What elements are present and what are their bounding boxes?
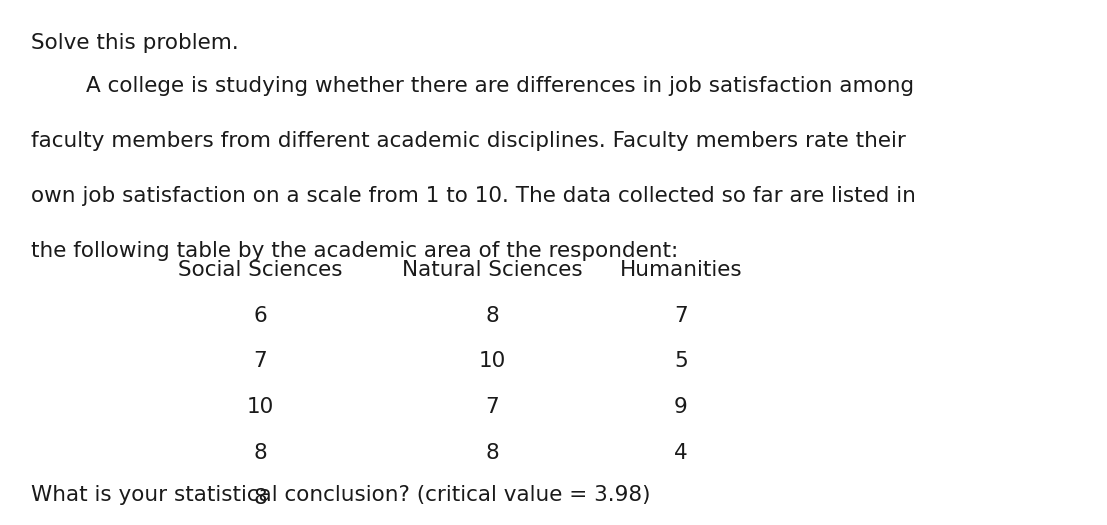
Text: What is your statistical conclusion? (critical value = 3.98): What is your statistical conclusion? (cr… [31,485,651,505]
Text: Social Sciences: Social Sciences [178,260,342,280]
Text: 5: 5 [674,351,687,371]
Text: 7: 7 [486,397,499,417]
Text: A college is studying whether there are differences in job satisfaction among: A college is studying whether there are … [31,76,914,96]
Text: Humanities: Humanities [620,260,742,280]
Text: the following table by the academic area of the respondent:: the following table by the academic area… [31,241,679,261]
Text: own job satisfaction on a scale from 1 to 10. The data collected so far are list: own job satisfaction on a scale from 1 t… [31,186,915,206]
Text: 7: 7 [254,351,267,371]
Text: 8: 8 [254,443,267,463]
Text: 8: 8 [486,306,499,326]
Text: faculty members from different academic disciplines. Faculty members rate their: faculty members from different academic … [31,131,906,151]
Text: 10: 10 [247,397,273,417]
Text: 7: 7 [674,306,687,326]
Text: Natural Sciences: Natural Sciences [402,260,583,280]
Text: 8: 8 [254,488,267,508]
Text: 9: 9 [674,397,687,417]
Text: 10: 10 [479,351,506,371]
Text: 4: 4 [674,443,687,463]
Text: Solve this problem.: Solve this problem. [31,33,239,52]
Text: 6: 6 [254,306,267,326]
Text: 8: 8 [486,443,499,463]
